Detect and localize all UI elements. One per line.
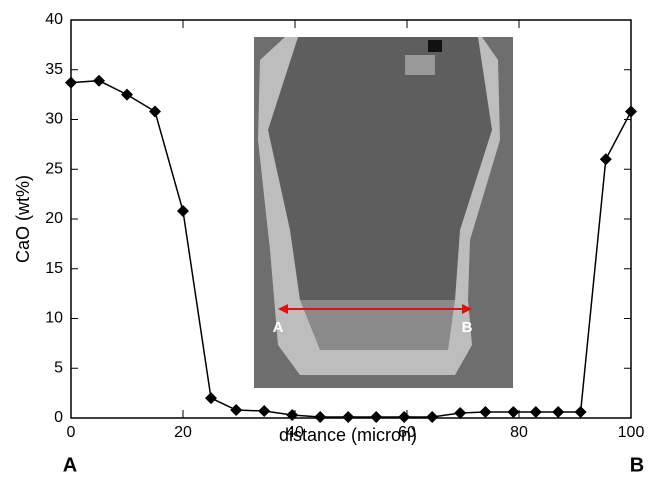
data-point — [121, 88, 133, 101]
x-tick-label: 40 — [286, 424, 304, 441]
x-tick-label: 100 — [618, 424, 645, 441]
inset-zone — [300, 300, 455, 350]
data-point — [370, 411, 383, 424]
data-point — [398, 411, 411, 424]
data-point — [479, 406, 492, 419]
data-point — [342, 411, 355, 424]
x-tick-label: 0 — [67, 424, 76, 441]
y-tick-label: 35 — [45, 61, 63, 78]
data-point — [314, 411, 327, 424]
data-point — [93, 74, 105, 87]
data-point — [205, 392, 217, 405]
inset-image: A B — [254, 37, 513, 388]
data-point — [426, 411, 439, 424]
data-point — [507, 406, 520, 419]
data-point — [454, 407, 467, 420]
y-tick-label: 25 — [45, 160, 63, 177]
data-point — [258, 405, 271, 418]
arrow-head — [462, 304, 472, 314]
data-point — [552, 406, 565, 419]
x-axis-label: distance (micron) — [279, 425, 417, 445]
inset-crystal-core — [268, 37, 492, 300]
data-point — [574, 406, 587, 419]
data-point — [625, 105, 637, 118]
arrow-head — [278, 304, 288, 314]
inset-label: A — [273, 319, 284, 336]
data-point — [230, 404, 243, 417]
data-point — [599, 153, 612, 166]
y-tick-label: 30 — [45, 111, 63, 128]
x-tick-label: 80 — [510, 424, 528, 441]
data-point — [65, 76, 77, 89]
x-tick-label: 60 — [398, 424, 416, 441]
series-line — [70, 79, 632, 418]
endpoint-label: B — [630, 454, 644, 476]
y-tick-label: 20 — [45, 210, 63, 227]
data-point — [529, 406, 542, 419]
y-tick-label: 5 — [54, 359, 63, 376]
y-tick-label: 0 — [54, 409, 63, 426]
y-tick-label: 15 — [45, 260, 63, 277]
inset-label: B — [462, 319, 473, 336]
inset-hole — [428, 40, 442, 52]
x-tick-label: 20 — [174, 424, 192, 441]
data-point — [149, 105, 161, 118]
y-axis-label: CaO (wt%) — [13, 175, 33, 263]
y-tick-label: 40 — [45, 11, 63, 28]
data-point — [177, 205, 189, 218]
y-tick-label: 10 — [45, 310, 63, 327]
inset-inclusion — [405, 55, 435, 75]
endpoint-label: A — [63, 454, 77, 476]
data-point — [286, 409, 299, 422]
